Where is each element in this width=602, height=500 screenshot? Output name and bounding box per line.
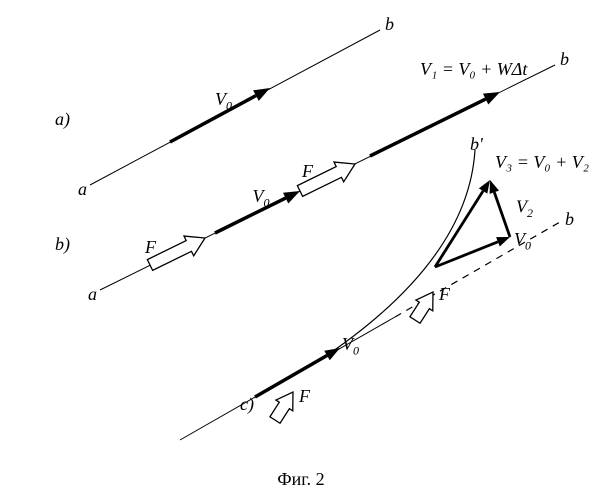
panel-c-force-lower-arrow <box>267 387 302 426</box>
panel-c-tag: c) <box>240 394 254 415</box>
figure-caption: Фиг. 2 <box>277 469 324 489</box>
panel-a-v0-label: V0 <box>215 89 232 113</box>
panel-a-label-b: b <box>385 14 394 34</box>
panel-b-equation: V₁ = V₀ + WΔt <box>420 59 528 79</box>
panel-a-tag: a) <box>55 109 70 130</box>
panel-c-tri-v2-label: V2 <box>516 197 533 221</box>
panel-c-v0-lower-arrow <box>252 343 342 402</box>
panel-b-force2-label: F <box>301 161 314 181</box>
panel-c-force-upper-arrow <box>407 287 442 326</box>
panel-b-label-a: a <box>88 284 97 304</box>
panel-b-tag: b) <box>55 234 70 255</box>
panel-c-force-upper-label: F <box>438 284 451 304</box>
panel-b-force1-label: F <box>144 237 157 257</box>
panel-c-tri-v2-arrow <box>485 178 514 238</box>
panel-b-label-b: b <box>560 49 569 69</box>
panel-c-force-lower-label: F <box>298 386 311 406</box>
panel-c-label-bprime: b' <box>470 134 484 154</box>
panel-c-v0-lower-label: V0 <box>342 334 359 358</box>
panel-a-label-a: a <box>78 179 87 199</box>
panel-b-v0-label: V0 <box>253 186 270 210</box>
panel-c-equation: V₃ = V₀ + V₂ <box>495 152 589 172</box>
panel-c-tri-v0-label: V0 <box>514 229 531 253</box>
panel-c-label-b: b <box>565 209 574 229</box>
